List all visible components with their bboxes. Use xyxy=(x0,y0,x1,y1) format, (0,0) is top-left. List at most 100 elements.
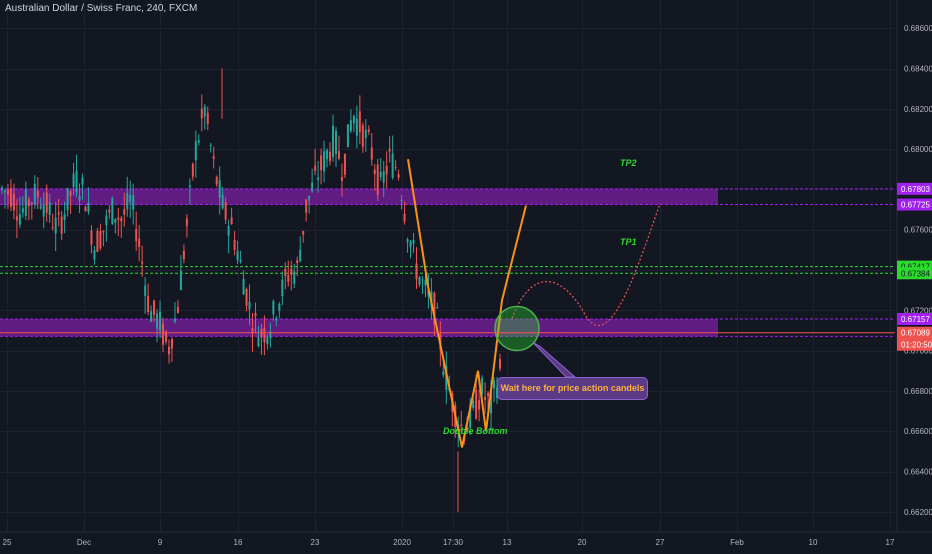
candle-body xyxy=(469,404,472,428)
candle-body xyxy=(129,194,132,202)
candle-body xyxy=(391,153,394,178)
candle-body xyxy=(487,392,490,397)
x-tick-label: 27 xyxy=(656,538,665,547)
candle-body xyxy=(269,331,272,339)
candle-body xyxy=(302,230,305,235)
countdown-text: 01:20:50 xyxy=(901,341,932,350)
tp2-label: TP2 xyxy=(620,158,637,168)
candle-body xyxy=(96,230,99,252)
y-tick-label: 0.67000 xyxy=(904,347,932,356)
candle-body xyxy=(236,250,239,260)
candle-body xyxy=(15,216,18,221)
x-tick-label: 20 xyxy=(578,538,587,547)
price-tag-text: 0.67384 xyxy=(901,269,930,278)
time-axis: 25 Dec 9 16 23 2020 17:30 13 20 27 Feb 10 17 xyxy=(0,531,932,547)
x-tick-label: 2020 xyxy=(393,538,411,547)
candle-body xyxy=(182,250,185,260)
candle-body xyxy=(57,212,60,215)
candle-body xyxy=(385,165,388,175)
candle-body xyxy=(370,147,373,160)
price-tag-bg xyxy=(897,267,932,280)
candle-body xyxy=(224,202,227,220)
candle-body xyxy=(6,189,9,195)
candle-body xyxy=(114,218,117,223)
candle-body xyxy=(320,155,323,171)
candle-body xyxy=(126,192,129,210)
candle-body xyxy=(242,278,245,295)
candle-body xyxy=(367,129,370,132)
candle-body xyxy=(84,206,87,212)
y-tick-label: 0.68400 xyxy=(904,65,932,74)
y-tick-label: 0.67600 xyxy=(904,226,932,235)
y-tick-label: 0.67200 xyxy=(904,306,932,315)
price-axis: 0.686000.684000.682000.680000.678000.676… xyxy=(896,0,932,532)
candle-body xyxy=(260,329,263,338)
x-tick-label: 9 xyxy=(158,538,163,547)
candle-body xyxy=(12,193,15,211)
price-tag-0.67384: 0.67384 xyxy=(897,267,932,280)
double-bottom-label: Double Bottom xyxy=(443,426,508,436)
candle-body xyxy=(239,259,242,262)
candle-body xyxy=(373,169,376,175)
price-tag-text: 0.67803 xyxy=(901,185,930,194)
candle-body xyxy=(141,261,144,264)
x-tick-label: 25 xyxy=(3,538,12,547)
candle-body xyxy=(179,270,182,291)
candle-body xyxy=(466,427,469,432)
candle-body xyxy=(317,177,320,181)
candle-body xyxy=(278,303,281,311)
candle-body xyxy=(42,204,45,217)
current-price-text: 0.67089 xyxy=(901,329,930,338)
candle-body xyxy=(349,120,352,132)
candle-body xyxy=(415,263,418,280)
candle-body xyxy=(364,129,367,138)
callout-pointer xyxy=(532,342,577,378)
x-tick-label: 23 xyxy=(311,538,320,547)
candle-body xyxy=(382,171,385,183)
candle-body xyxy=(475,389,478,419)
candle-body xyxy=(334,131,337,154)
candle-body xyxy=(78,196,81,201)
candle-body xyxy=(39,205,42,209)
candle-body xyxy=(326,150,329,160)
candle-body xyxy=(418,277,421,285)
candle-body xyxy=(81,177,84,185)
candle-body xyxy=(111,198,114,224)
candle-body xyxy=(230,217,233,224)
candle-body xyxy=(30,202,33,204)
candle-body xyxy=(248,301,251,310)
candle-body xyxy=(340,176,343,181)
candle-body xyxy=(266,336,269,344)
candle-body xyxy=(206,112,209,125)
candle-body xyxy=(93,250,96,260)
candle-body xyxy=(212,156,215,159)
candle-body xyxy=(332,125,335,158)
candle-body xyxy=(245,289,248,306)
candle-body xyxy=(147,295,150,313)
candle-body xyxy=(99,231,102,249)
y-tick-label: 0.68000 xyxy=(904,145,932,154)
candle-body xyxy=(287,275,290,282)
candle-body xyxy=(63,214,66,220)
candle-body xyxy=(27,199,30,207)
candle-body xyxy=(197,140,200,143)
candle-body xyxy=(18,214,21,225)
candle-body xyxy=(51,227,54,229)
candle-body xyxy=(120,218,123,222)
x-tick-label: Dec xyxy=(77,538,91,547)
candle-body xyxy=(21,208,24,213)
candle-body xyxy=(132,195,135,210)
y-tick-label: 0.66800 xyxy=(904,387,932,396)
candle-body xyxy=(167,346,170,355)
x-tick-label: 17 xyxy=(886,538,895,547)
candle-body xyxy=(293,271,296,284)
price-tag-0.67803: 0.67803 xyxy=(897,182,932,195)
candle-body xyxy=(284,268,287,276)
candle-body xyxy=(90,230,93,245)
candle-body xyxy=(36,190,39,198)
projection-path xyxy=(511,203,661,326)
y-tick-label: 0.66600 xyxy=(904,427,932,436)
candle-body xyxy=(33,183,36,205)
